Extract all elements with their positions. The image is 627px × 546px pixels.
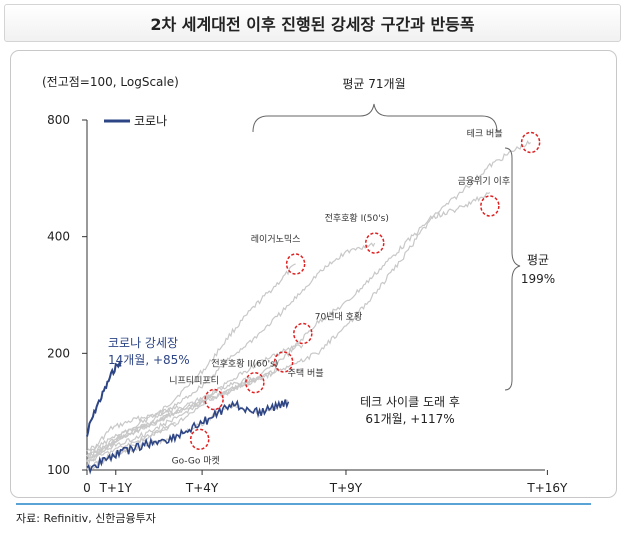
tech-cycle-annotation-stats: 61개월, +117%	[365, 412, 454, 426]
unit-label: (전고점=100, LogScale)	[42, 75, 179, 89]
marker-label-2: 레이거노믹스	[251, 233, 301, 245]
marker-label-1: 금융위기 이후	[458, 176, 511, 187]
y-tick-group: 100 200 400 800	[47, 113, 87, 477]
covid-annotation-title: 코로나 강세장	[108, 336, 178, 350]
chart-title: 2차 세계대전 이후 진행된 강세장 구간과 반등폭	[4, 4, 621, 42]
covid-line	[86, 360, 122, 437]
marker-circle-8	[189, 428, 210, 451]
legend-label: 코로나	[134, 114, 167, 128]
average-period-brace	[252, 103, 498, 133]
series-line-8	[86, 140, 531, 462]
marker-label-8: Go-Go 마켓	[172, 455, 220, 466]
marker-circle-3	[364, 232, 385, 254]
y-tick-label: 100	[47, 463, 70, 477]
average-return-value: 199%	[521, 272, 555, 286]
y-tick-label: 800	[47, 113, 70, 127]
marker-label-5: 주택 버블	[288, 368, 324, 379]
y-tick-label: 400	[47, 230, 70, 244]
x-tick-label: 0	[83, 481, 91, 495]
marker-circle-2	[285, 253, 306, 275]
tech-cycle-annotation-title: 테크 사이클 도래 후	[360, 395, 460, 409]
series-line-7	[86, 191, 491, 452]
marker-circle-5	[273, 351, 294, 373]
average-return-label: 평균	[527, 253, 549, 267]
average-period-label: 평균 71개월	[342, 77, 405, 91]
x-tick-group: 0 T+1Y T+4Y T+9Y T+16Y	[83, 470, 568, 495]
series-group	[86, 140, 531, 475]
marker-label-6: 전후호황 II(60's)	[211, 359, 278, 370]
marker-label-4: 70년대 호황	[315, 312, 362, 323]
tech-cycle-line	[86, 399, 290, 475]
chart-frame	[10, 50, 617, 498]
source-divider	[16, 503, 591, 505]
marker-circle-6	[245, 371, 265, 394]
series-line-3	[86, 405, 179, 466]
marker-circle-1	[480, 195, 500, 217]
marker-circle-4	[293, 322, 313, 345]
x-tick-label: T+4Y	[185, 481, 219, 495]
marker-label-7: 니프티피프티	[169, 376, 219, 387]
average-return-brace	[504, 147, 521, 391]
covid-annotation-stats: 14개월, +85%	[108, 353, 190, 367]
x-tick-label: T+16Y	[526, 481, 568, 495]
x-tick-label: T+1Y	[99, 481, 133, 495]
marker-circle-7	[204, 388, 224, 411]
marker-label-0: 테크 버블	[467, 128, 503, 139]
source-note: 자료: Refinitiv, 신한금융투자	[16, 512, 156, 525]
series-line-5	[86, 366, 280, 462]
marker-label-3: 전후호황 I(50's)	[325, 213, 389, 224]
series-line-0	[86, 263, 296, 469]
y-tick-label: 200	[47, 346, 70, 360]
marker-circle-0	[520, 131, 541, 154]
series-line-2	[86, 422, 176, 471]
series-line-1	[86, 242, 376, 459]
x-tick-label: T+9Y	[329, 481, 363, 495]
